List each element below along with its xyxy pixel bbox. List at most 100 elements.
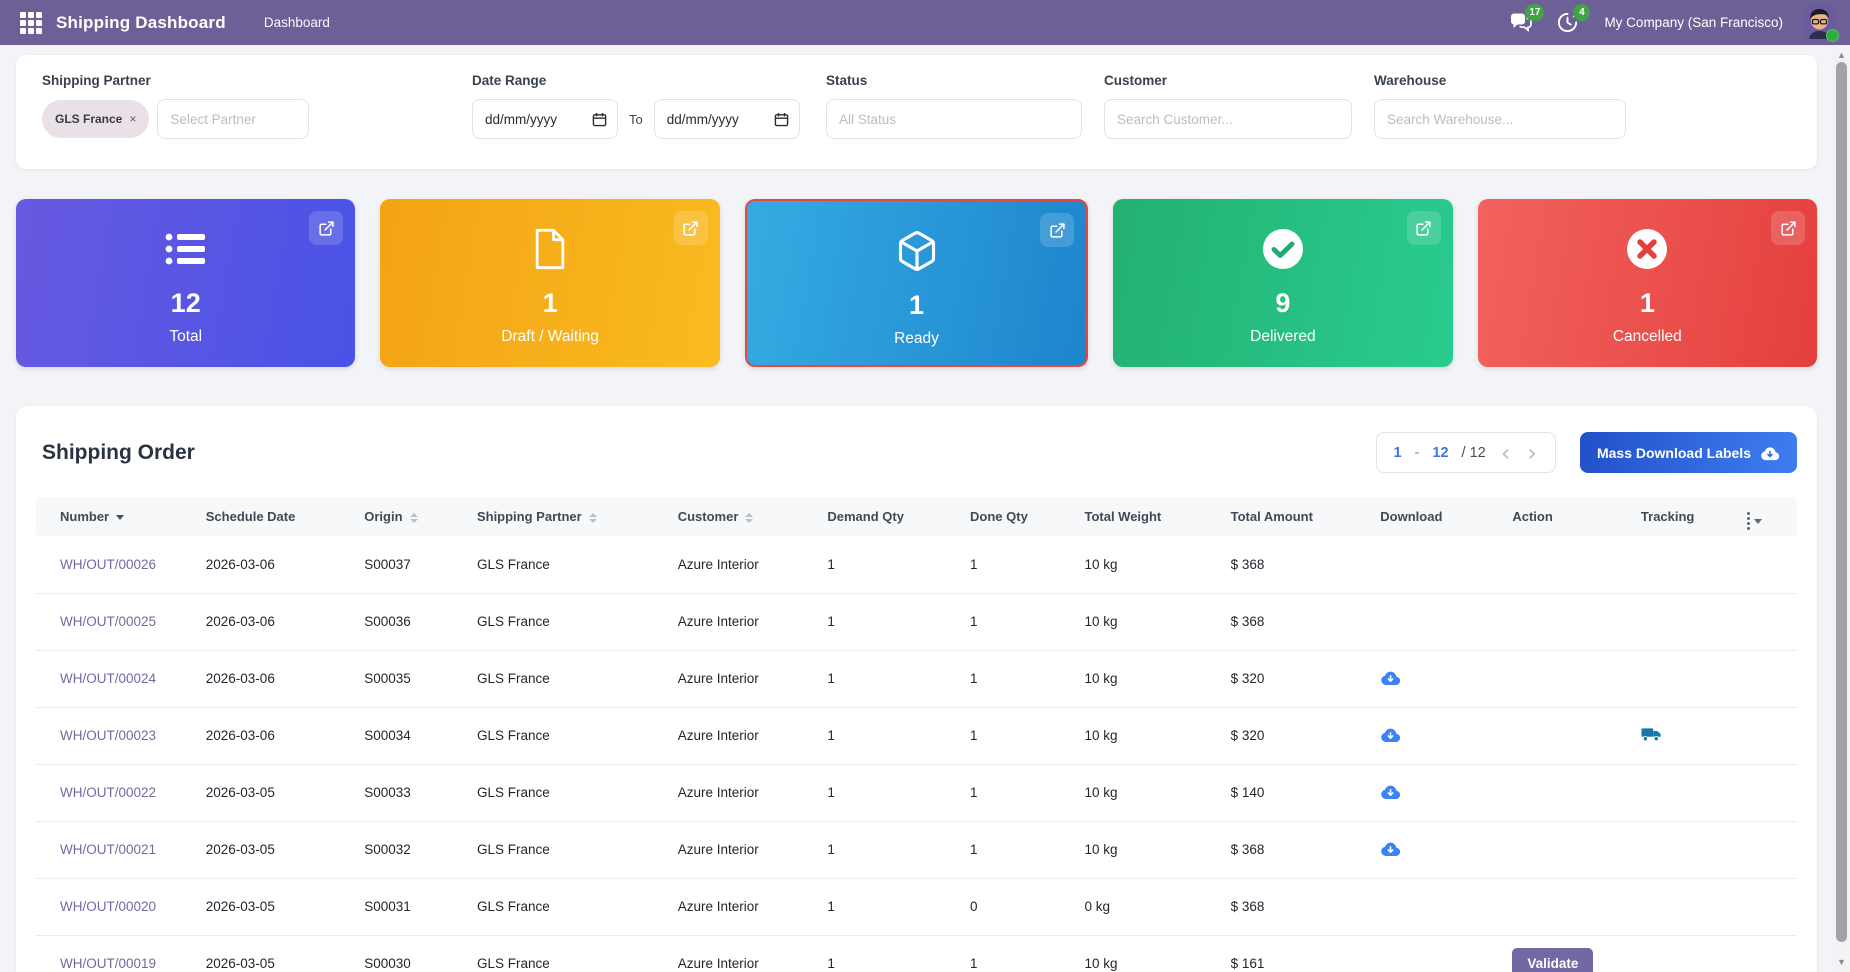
download-label-icon[interactable] (1380, 840, 1401, 860)
scrollbar-thumb[interactable] (1836, 62, 1847, 942)
stat-card-draft-waiting[interactable]: 1 Draft / Waiting (380, 199, 720, 367)
done-qty-cell: 1 (964, 821, 1079, 879)
order-number-link[interactable]: WH/OUT/00025 (60, 614, 157, 629)
messages-button[interactable]: 17 (1508, 3, 1545, 36)
download-label-icon[interactable] (1380, 783, 1401, 803)
shipping-partner-cell: GLS France (470, 764, 672, 822)
col-tracking: Tracking (1634, 497, 1741, 536)
scroll-up-icon[interactable]: ▲ (1837, 50, 1846, 60)
date-to-input[interactable]: dd/mm/yyyy (653, 99, 800, 139)
origin-cell: S00030 (358, 935, 471, 972)
open-draft-button[interactable] (673, 211, 708, 245)
user-avatar[interactable] (1803, 6, 1839, 42)
schedule-date-cell: 2026-03-05 (199, 878, 359, 936)
customer-search-input[interactable] (1104, 99, 1352, 139)
col-customer[interactable]: Customer (671, 497, 822, 536)
activities-button[interactable]: 4 (1554, 3, 1591, 36)
app-title: Shipping Dashboard (56, 12, 226, 32)
schedule-date-cell: 2026-03-06 (199, 650, 359, 708)
col-origin[interactable]: Origin (358, 497, 471, 536)
external-link-icon (1780, 220, 1796, 236)
table-row: WH/OUT/00021 2026-03-05 S00032 GLS Franc… (36, 821, 1797, 879)
page-total: / 12 (1461, 444, 1486, 461)
col-total-amount: Total Amount (1224, 497, 1375, 536)
stat-card-ready-selected[interactable]: 1 Ready (744, 199, 1089, 367)
next-page-icon[interactable]: › (1527, 438, 1537, 467)
download-label-icon[interactable] (1380, 669, 1401, 689)
order-number-link[interactable]: WH/OUT/00020 (60, 899, 157, 914)
nav-menu-dashboard[interactable]: Dashboard (263, 15, 330, 30)
shipping-partner-cell: GLS France (470, 650, 672, 708)
delivered-label: Delivered (1250, 328, 1316, 345)
mass-download-labels-button[interactable]: Mass Download Labels (1579, 432, 1797, 473)
filter-customer: Customer (1104, 73, 1352, 169)
origin-cell: S00036 (358, 593, 471, 651)
total-weight-cell: 10 kg (1078, 707, 1225, 765)
open-cancelled-button[interactable] (1771, 211, 1806, 245)
filter-status: Status (826, 73, 1082, 169)
partner-select-input[interactable] (157, 99, 310, 139)
open-delivered-button[interactable] (1406, 211, 1441, 245)
column-options-icon[interactable] (1746, 512, 1762, 530)
tracking-cell (1634, 650, 1741, 708)
stat-card-cancelled[interactable]: 1 Cancelled (1477, 199, 1818, 367)
customer-cell: Azure Interior (671, 878, 822, 936)
stat-card-delivered[interactable]: 9 Delivered (1113, 199, 1453, 367)
total-weight-cell: 10 kg (1078, 764, 1225, 822)
shipping-partner-cell: GLS France (470, 593, 672, 651)
shipping-partner-cell: GLS France (470, 878, 672, 936)
total-count: 12 (170, 288, 201, 318)
schedule-date-cell: 2026-03-05 (199, 821, 359, 879)
done-qty-cell: 1 (964, 764, 1079, 822)
order-number-link[interactable]: WH/OUT/00022 (60, 785, 157, 800)
total-amount-cell: $ 320 (1224, 707, 1375, 765)
customer-label: Customer (1104, 73, 1168, 88)
validate-button[interactable]: Validate (1512, 948, 1594, 972)
prev-page-icon[interactable]: ‹ (1500, 438, 1511, 467)
cloud-download-icon (1761, 446, 1780, 460)
date-range-to-label: To (629, 111, 643, 127)
stat-card-total[interactable]: 12 Total (16, 199, 356, 367)
action-cell (1506, 707, 1635, 765)
open-total-button[interactable] (309, 211, 344, 245)
download-cell (1374, 764, 1507, 822)
open-ready-button[interactable] (1040, 213, 1075, 247)
col-number[interactable]: Number (36, 497, 200, 536)
download-label-icon[interactable] (1380, 726, 1401, 746)
page-dash: - (1414, 444, 1420, 461)
order-number-link[interactable]: WH/OUT/00023 (60, 728, 157, 743)
origin-cell: S00037 (358, 536, 471, 594)
page-scrollbar[interactable]: ▲ ▼ (1833, 45, 1850, 972)
table-header-row: Number Schedule Date Origin Shipping Par… (36, 497, 1797, 536)
date-from-input[interactable]: dd/mm/yyyy (472, 99, 618, 139)
partner-tag: GLS France × (42, 100, 150, 138)
warehouse-search-input[interactable] (1374, 99, 1626, 139)
date-range-label: Date Range (472, 73, 547, 88)
col-total-weight: Total Weight (1078, 497, 1225, 536)
col-demand-qty: Demand Qty (821, 497, 965, 536)
shipping-partner-cell: GLS France (470, 935, 672, 972)
col-shipping-partner[interactable]: Shipping Partner (470, 497, 672, 536)
schedule-date-cell: 2026-03-05 (199, 764, 359, 822)
scroll-down-icon[interactable]: ▼ (1837, 957, 1846, 967)
company-switcher[interactable]: My Company (San Francisco) (1604, 15, 1783, 30)
customer-cell: Azure Interior (671, 935, 822, 972)
tracking-truck-icon[interactable] (1641, 726, 1662, 746)
customer-cell: Azure Interior (671, 536, 822, 594)
date-from-value: dd/mm/yyyy (485, 111, 558, 127)
partner-tag-remove-icon[interactable]: × (129, 112, 137, 126)
filter-shipping-partner: Shipping Partner GLS France × (42, 73, 372, 169)
origin-cell: S00032 (358, 821, 471, 879)
demand-qty-cell: 1 (821, 707, 965, 765)
calendar-icon (774, 112, 789, 126)
status-input[interactable] (826, 99, 1082, 139)
col-options[interactable] (1740, 497, 1797, 536)
col-schedule-date[interactable]: Schedule Date (199, 497, 359, 536)
order-number-link[interactable]: WH/OUT/00024 (60, 671, 157, 686)
download-cell (1374, 593, 1507, 651)
order-number-link[interactable]: WH/OUT/00026 (60, 556, 157, 572)
customer-cell: Azure Interior (671, 821, 822, 879)
apps-grid-icon[interactable] (20, 11, 42, 34)
order-number-link[interactable]: WH/OUT/00021 (60, 842, 157, 857)
order-number-link[interactable]: WH/OUT/00019 (60, 956, 157, 971)
